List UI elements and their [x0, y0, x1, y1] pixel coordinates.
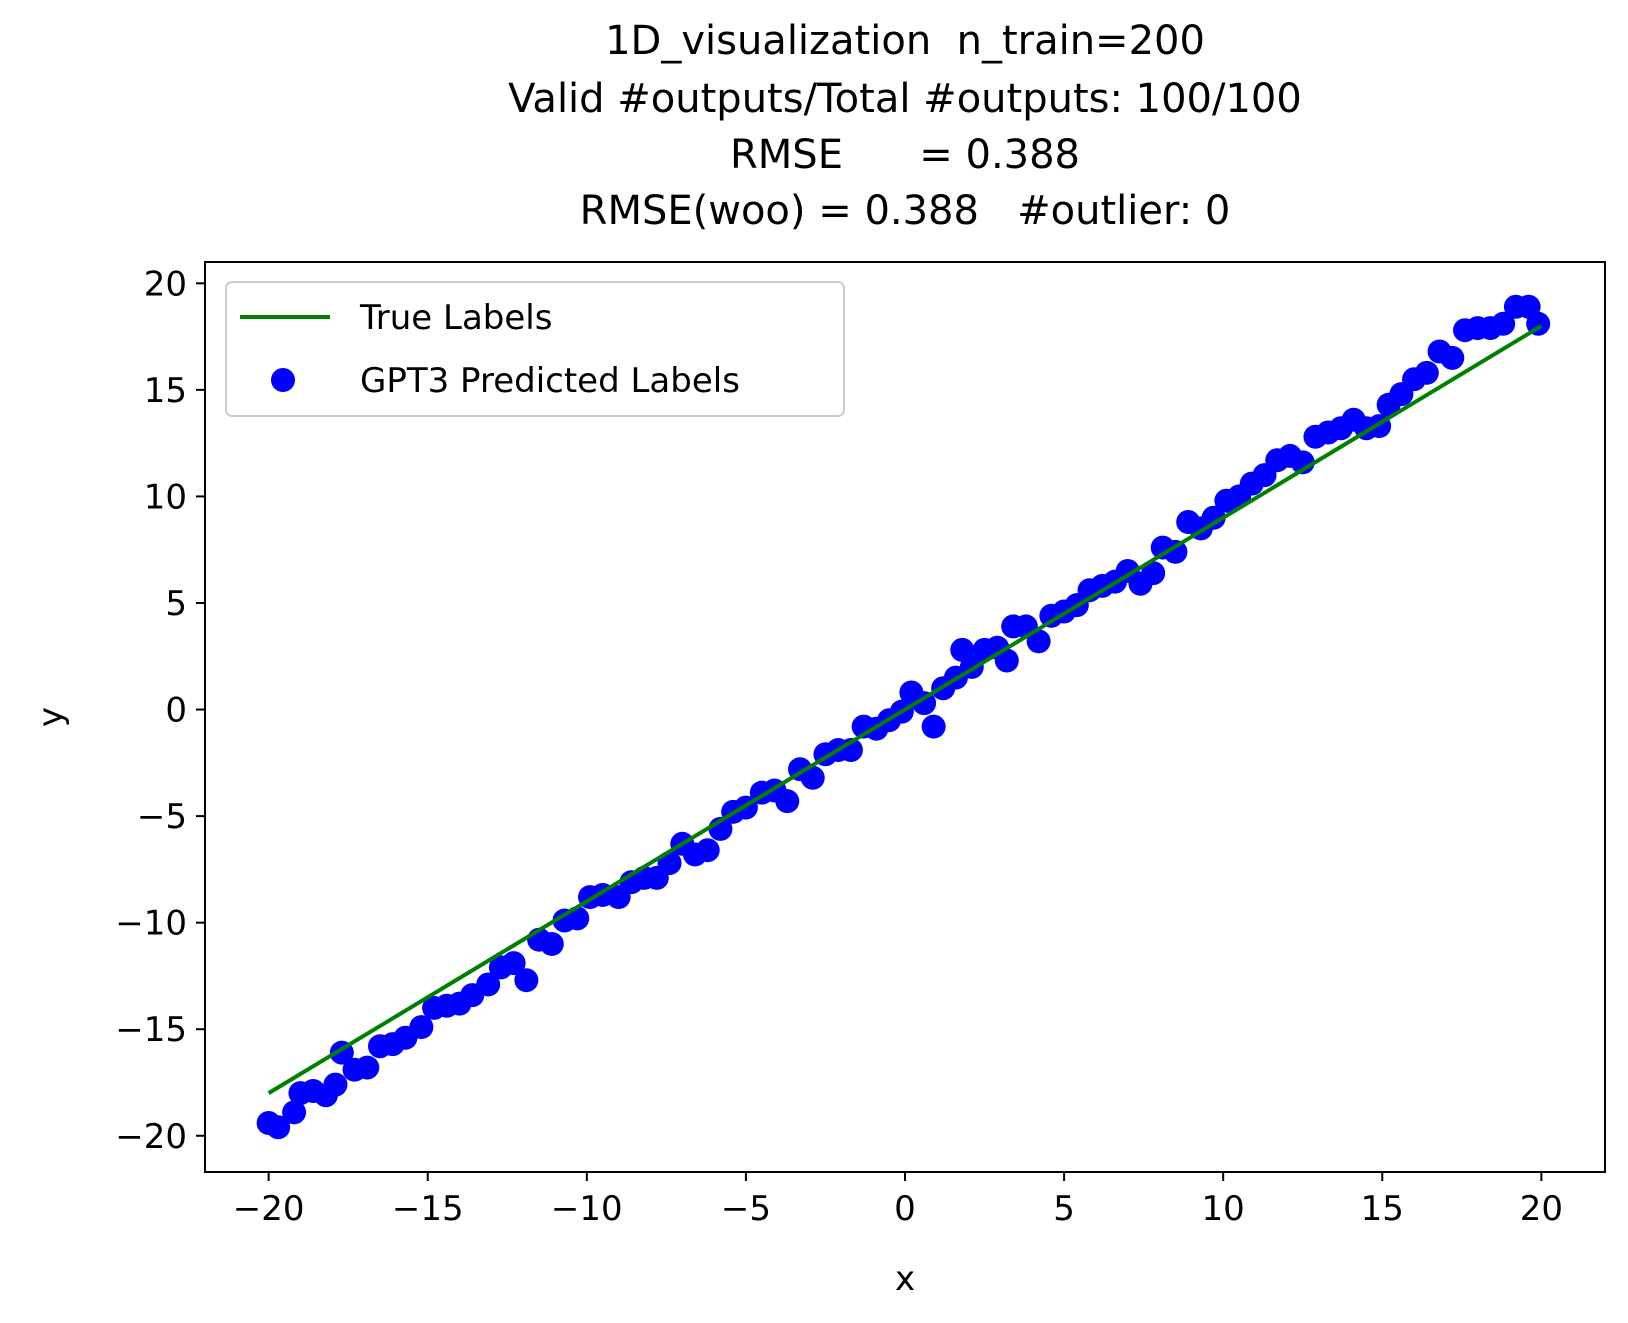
x-tick-label: −10: [551, 1189, 623, 1229]
predicted-point: [501, 951, 526, 976]
true-labels-line: [267, 324, 1543, 1095]
x-tick-label: −5: [721, 1189, 771, 1229]
x-tick-label: −20: [233, 1189, 305, 1229]
predicted-point: [800, 765, 825, 790]
y-tick-label: 10: [144, 477, 187, 517]
y-axis: −20 −15 −10 −5 0 5 10 15 20: [115, 264, 205, 1157]
predicted-point: [1163, 539, 1188, 564]
predicted-point: [1026, 629, 1051, 654]
predicted-point: [912, 691, 937, 716]
y-tick-label: −5: [137, 797, 187, 837]
predicted-point: [514, 968, 539, 993]
x-tick-label: 15: [1361, 1189, 1404, 1229]
x-tick-label: 5: [1053, 1189, 1075, 1229]
predicted-point: [355, 1055, 380, 1080]
x-axis-label: x: [895, 1259, 915, 1299]
predicted-point: [539, 931, 564, 956]
y-tick-label: 0: [165, 691, 187, 731]
x-axis: −20 −15 −10 −5 0 5 10 15 20: [233, 1172, 1563, 1229]
y-tick-label: −10: [115, 904, 187, 944]
predicted-point: [1201, 505, 1226, 530]
chart-title: 1D_visualization n_train=200 Valid #outpu…: [508, 18, 1302, 234]
y-tick-label: −15: [115, 1010, 187, 1050]
predicted-point: [1141, 561, 1166, 586]
legend: True Labels GPT3 Predicted Labels: [225, 281, 845, 417]
y-tick-label: 5: [165, 584, 187, 624]
title-line-2: RMSE = 0.388: [730, 132, 1080, 178]
predicted-labels-series: [256, 294, 1551, 1140]
predicted-point: [994, 648, 1019, 673]
predicted-point: [1491, 311, 1516, 336]
y-tick-label: 20: [144, 264, 187, 304]
x-tick-label: −15: [392, 1189, 464, 1229]
y-axis-label: y: [31, 707, 71, 727]
predicted-point: [282, 1100, 307, 1125]
title-line-0: 1D_visualization n_train=200: [605, 18, 1205, 64]
x-tick-label: 10: [1202, 1189, 1245, 1229]
predicted-point: [775, 789, 800, 814]
y-tick-label: −20: [115, 1117, 187, 1157]
title-line-3: RMSE(woo) = 0.388 #outlier: 0: [580, 188, 1231, 234]
legend-box: [225, 281, 845, 417]
legend-predicted-labels-swatch: [271, 368, 295, 392]
predicted-point: [1440, 345, 1465, 370]
y-tick-label: 15: [144, 371, 187, 411]
predicted-point: [409, 1015, 434, 1040]
x-tick-label: 20: [1520, 1189, 1563, 1229]
title-line-1: Valid #outputs/Total #outputs: 100/100: [508, 76, 1302, 122]
legend-true-labels-label: True Labels: [359, 298, 552, 338]
predicted-point: [266, 1115, 291, 1140]
predicted-point: [1414, 360, 1439, 385]
predicted-point: [323, 1072, 348, 1097]
predicted-point: [921, 714, 946, 739]
x-tick-label: 0: [894, 1189, 916, 1229]
true-labels-series: [267, 324, 1543, 1095]
predicted-point: [695, 838, 720, 863]
predicted-point: [476, 972, 501, 997]
legend-predicted-labels-label: GPT3 Predicted Labels: [360, 361, 740, 401]
